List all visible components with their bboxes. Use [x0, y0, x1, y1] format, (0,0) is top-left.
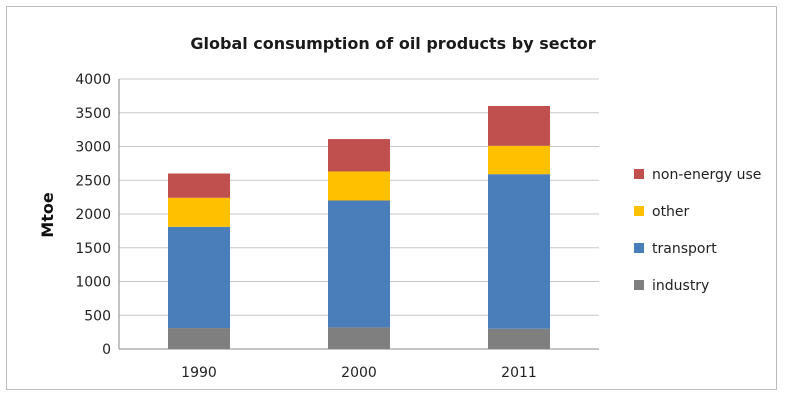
- chart-title: Global consumption of oil products by se…: [190, 34, 595, 53]
- legend-label: other: [652, 204, 690, 220]
- x-tick-label: 2011: [501, 365, 537, 381]
- bar-segment-industry: [488, 328, 550, 349]
- y-tick-label: 500: [84, 308, 111, 324]
- bar-segment-transport: [328, 200, 390, 328]
- bar-segment-transport: [168, 226, 230, 329]
- legend-swatch: [634, 280, 644, 290]
- legend-label: non-energy use: [652, 167, 761, 183]
- chart-frame: Global consumption of oil products by se…: [6, 6, 777, 390]
- legend-swatch: [634, 169, 644, 179]
- x-tick-label: 2000: [341, 365, 377, 381]
- bars: [168, 106, 550, 349]
- y-tick-label: 4000: [75, 72, 111, 88]
- legend-label: industry: [652, 278, 709, 294]
- y-axis-ticks: 0 500 1000 1500 2000 2500 3000 3500 4000: [75, 72, 111, 358]
- bar-segment-industry: [168, 328, 230, 349]
- chart-svg: Global consumption of oil products by se…: [38, 34, 761, 381]
- y-tick-label: 0: [102, 342, 111, 358]
- x-tick-label: 1990: [181, 365, 217, 381]
- x-axis-ticks: 1990 2000 2011: [181, 365, 537, 381]
- bar-segment-non-energy-use: [328, 139, 390, 172]
- legend-swatch: [634, 206, 644, 216]
- legend-swatch: [634, 243, 644, 253]
- y-tick-label: 3000: [75, 140, 111, 156]
- y-axis-label: Mtoe: [38, 192, 57, 238]
- y-tick-label: 3500: [75, 106, 111, 122]
- y-tick-label: 2500: [75, 173, 111, 189]
- bar-segment-industry: [328, 327, 390, 349]
- legend: non-energy use other transport industry: [634, 167, 761, 294]
- legend-label: transport: [652, 241, 717, 257]
- bar-segment-non-energy-use: [168, 173, 230, 198]
- bar-segment-other: [488, 145, 550, 175]
- y-tick-label: 2000: [75, 207, 111, 223]
- bar-segment-non-energy-use: [488, 106, 550, 146]
- y-tick-label: 1000: [75, 275, 111, 291]
- y-tick-label: 1500: [75, 241, 111, 257]
- bar-segment-other: [328, 171, 390, 201]
- bar-segment-other: [168, 197, 230, 227]
- bar-segment-transport: [488, 174, 550, 329]
